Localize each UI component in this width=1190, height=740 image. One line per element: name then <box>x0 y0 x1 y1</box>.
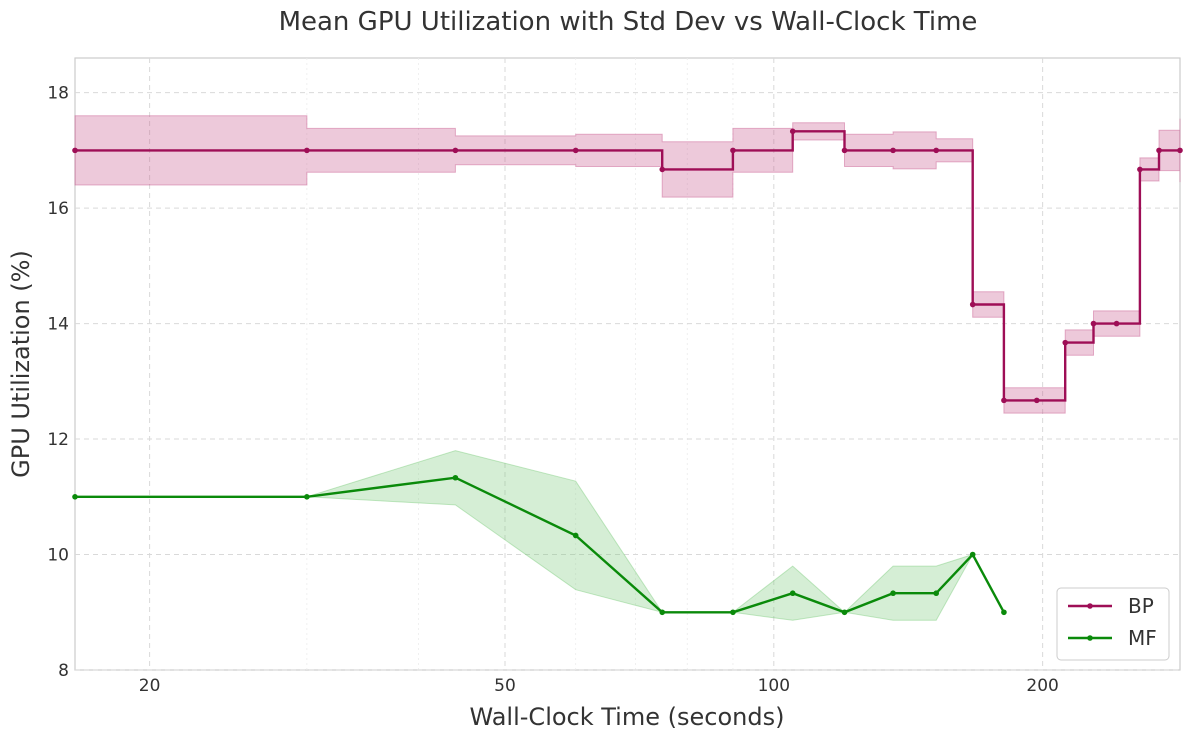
legend-label-mf: MF <box>1128 626 1157 650</box>
data-point-bp <box>1001 397 1007 404</box>
data-point-mf <box>72 493 78 500</box>
y-tick-label: 10 <box>47 546 69 566</box>
series-line-mf <box>75 476 1005 614</box>
data-point-bp <box>1137 166 1143 173</box>
data-point-mf <box>730 609 736 616</box>
data-point-mf <box>659 609 666 616</box>
legend: BP MF <box>1056 587 1170 661</box>
x-axis-label: Wall-Clock Time (seconds) <box>470 703 785 731</box>
y-tick-label: 14 <box>47 315 69 335</box>
data-point-bp <box>1033 397 1040 404</box>
data-point-bp <box>1113 320 1120 327</box>
data-point-bp <box>730 147 736 154</box>
data-point-bp <box>969 301 976 308</box>
series-line-bp <box>75 130 1180 402</box>
legend-label-bp: BP <box>1128 594 1154 618</box>
data-point-bp <box>1090 320 1097 327</box>
legend-marker-bp <box>1087 603 1093 609</box>
y-tick-label: 18 <box>47 84 69 104</box>
grid <box>75 58 1180 671</box>
std-band-bp <box>74 115 1181 414</box>
data-point-mf <box>890 590 896 597</box>
data-point-bp <box>1177 147 1183 154</box>
data-point-mf <box>452 474 459 481</box>
chart-title: Mean GPU Utilization with Std Dev vs Wal… <box>279 7 978 37</box>
data-point-mf <box>841 609 848 616</box>
data-point-mf <box>1001 609 1007 616</box>
data-point-bp <box>1156 147 1162 154</box>
data-point-bp <box>452 147 459 154</box>
x-tick-label: 50 <box>494 676 516 696</box>
x-tick-label: 100 <box>758 676 790 696</box>
data-point-mf <box>933 590 940 597</box>
data-point-bp <box>304 147 310 154</box>
y-tick-label: 8 <box>58 661 69 681</box>
y-tick-label: 12 <box>47 430 69 450</box>
y-axis-label: GPU Utilization (%) <box>7 250 35 478</box>
data-point-bp <box>890 147 896 154</box>
data-point-mf <box>304 493 310 500</box>
data-point-bp <box>933 147 940 154</box>
data-point-mf <box>572 532 579 539</box>
data-point-bp <box>659 166 666 173</box>
data-point-bp <box>572 147 579 154</box>
x-tick-labels: 20 50 100 200 <box>139 676 1059 696</box>
legend-marker-mf <box>1087 635 1093 641</box>
plot-area <box>74 57 1181 671</box>
data-point-mf <box>969 551 976 558</box>
data-point-mf <box>789 590 796 597</box>
data-point-bp <box>789 128 796 135</box>
x-tick-label: 200 <box>1026 676 1058 696</box>
data-point-bp <box>1062 339 1069 346</box>
series-points <box>72 128 1183 616</box>
y-tick-label: 16 <box>47 199 69 219</box>
series-lines <box>75 130 1180 614</box>
x-tick-label: 20 <box>139 676 161 696</box>
data-point-bp <box>72 147 78 154</box>
data-point-bp <box>841 147 848 154</box>
y-tick-labels: 8 10 12 14 16 18 <box>47 84 69 681</box>
